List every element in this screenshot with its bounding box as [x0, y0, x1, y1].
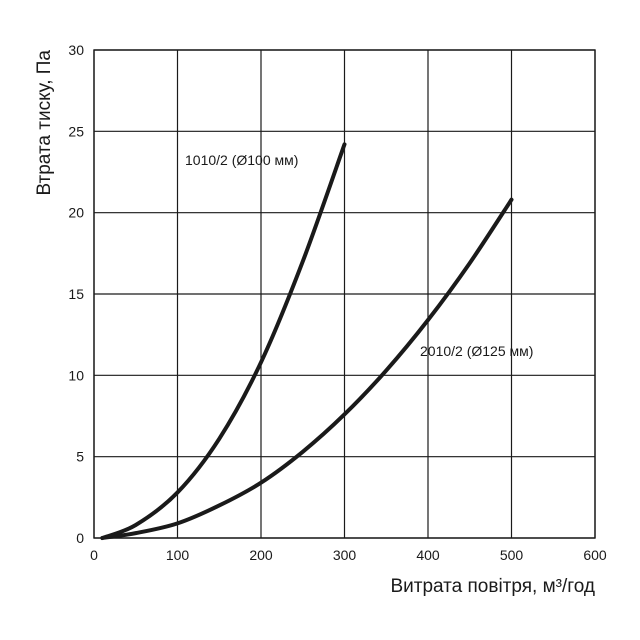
grid [93, 49, 596, 539]
x-tick-label-0: 0 [90, 547, 98, 563]
x-tick-label-1: 100 [166, 547, 190, 563]
y-tick-label-2: 10 [68, 367, 84, 383]
series-label-2010-2: 2010/2 (Ø125 мм) [420, 343, 533, 359]
series-line-1 [100, 197, 514, 540]
y-tick-label-4: 20 [68, 205, 84, 221]
series-group [100, 142, 514, 540]
y-tick-label-6: 30 [68, 42, 84, 58]
series-label-1010-2: 1010/2 (Ø100 мм) [185, 152, 298, 168]
y-tick-labels: 0 5 10 15 20 25 30 [68, 42, 84, 546]
x-tick-label-4: 400 [416, 547, 440, 563]
x-tick-label-3: 300 [333, 547, 357, 563]
x-axis-title: Витрата повітря, м³/год [390, 576, 595, 597]
plot-frame [93, 49, 596, 539]
y-tick-label-0: 0 [76, 530, 84, 546]
y-tick-label-5: 25 [68, 123, 84, 139]
series-line-0 [100, 142, 347, 540]
x-tick-label-2: 200 [249, 547, 273, 563]
y-axis-title: Втрата тиску, Па [34, 50, 55, 196]
y-tick-label-1: 5 [76, 449, 84, 465]
x-tick-label-5: 500 [500, 547, 524, 563]
x-tick-labels: 0 100 200 300 400 500 600 [90, 547, 607, 563]
x-tick-label-6: 600 [583, 547, 607, 563]
y-tick-label-3: 15 [68, 286, 84, 302]
